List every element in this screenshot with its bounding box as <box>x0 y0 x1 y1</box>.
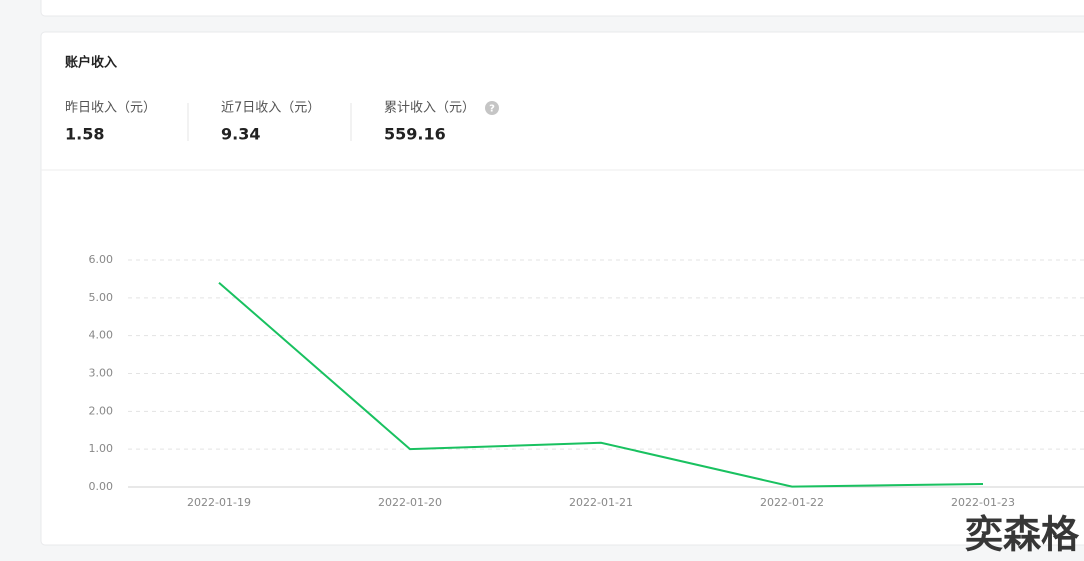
watermark: 奕森格 <box>965 513 1080 557</box>
help-icon[interactable] <box>485 101 499 115</box>
y-tick-label: 2.00 <box>89 404 114 417</box>
stat-label: 累计收入（元） <box>384 101 475 116</box>
x-tick-label: 2022-01-23 <box>951 496 1015 509</box>
card-title: 账户收入 <box>65 55 117 71</box>
x-tick-label: 2022-01-20 <box>378 496 442 509</box>
top-card <box>40 0 1084 17</box>
stat-value: 559.16 <box>384 125 446 144</box>
x-tick-label: 2022-01-21 <box>569 496 633 509</box>
y-tick-label: 3.00 <box>89 367 114 380</box>
y-tick-label: 5.00 <box>89 291 114 304</box>
stat-label: 昨日收入（元） <box>65 101 156 116</box>
y-tick-label: 1.00 <box>89 442 114 455</box>
stat-value: 9.34 <box>221 125 260 144</box>
y-tick-label: 4.00 <box>89 329 114 342</box>
y-tick-label: 0.00 <box>89 480 114 493</box>
stat-label: 近7日收入（元） <box>221 101 320 116</box>
help-icon-glyph[interactable]: ? <box>489 104 495 115</box>
line-series <box>218 281 984 488</box>
stat-value: 1.58 <box>65 125 104 144</box>
x-tick-label: 2022-01-19 <box>187 496 251 509</box>
income-card <box>40 31 1084 546</box>
x-tick-label: 2022-01-22 <box>760 496 824 509</box>
y-tick-label: 6.00 <box>89 253 114 266</box>
